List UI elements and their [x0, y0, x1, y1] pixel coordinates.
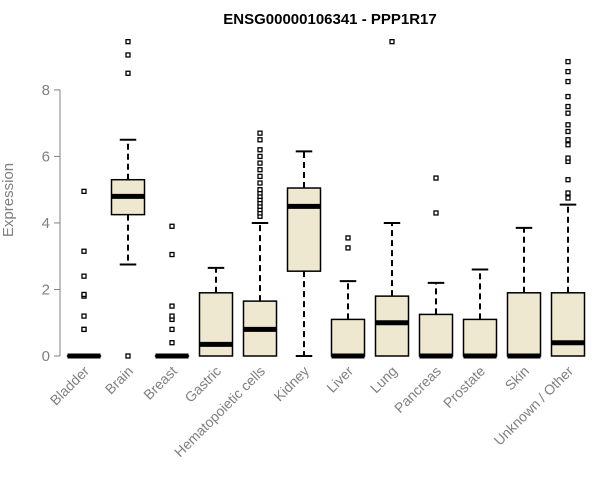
chart-title: ENSG00000106341 - PPP1R17 [223, 11, 436, 28]
outlier-point [345, 235, 351, 241]
box-kidney [286, 150, 322, 357]
x-tick-label: Kidney [271, 363, 313, 405]
box-iqr [506, 292, 542, 357]
box-iqr [550, 292, 586, 357]
box-pancreas [418, 175, 454, 359]
outlier-point [169, 251, 175, 258]
outlier-point [257, 153, 263, 160]
outlier-point [257, 173, 263, 180]
x-tick-label: Brain [102, 363, 136, 397]
outlier-point [169, 223, 175, 229]
x-tick-label: Prostate [440, 363, 488, 411]
boxes-group [66, 39, 586, 359]
outlier-point [257, 147, 263, 153]
x-tick-label: Unknown / Other [491, 363, 577, 449]
outlier-point [433, 175, 439, 181]
outlier-point [257, 137, 263, 143]
box-iqr [374, 295, 410, 357]
outlier-point [169, 326, 175, 333]
outlier-point [565, 177, 571, 183]
outlier-point [81, 273, 87, 279]
outlier-point [125, 52, 131, 58]
outlier-point [169, 313, 175, 319]
outlier-point [257, 187, 263, 193]
y-axis: 0 2 4 6 8 [42, 82, 61, 365]
outlier-point [565, 142, 571, 148]
outlier-point [345, 245, 351, 251]
outlier-point [169, 340, 175, 346]
box-breast [154, 223, 190, 359]
outlier-point [81, 326, 87, 333]
outlier-point [565, 122, 571, 128]
outlier-point [565, 78, 571, 85]
x-tick-label: Skin [502, 363, 533, 394]
outlier-point [257, 167, 263, 173]
box-liver [330, 235, 366, 359]
outlier-point [389, 39, 395, 45]
outlier-point [81, 248, 87, 254]
box-bladder [66, 188, 102, 359]
outlier-point [81, 188, 87, 194]
outlier-point [125, 353, 131, 359]
box-prostate [462, 268, 498, 359]
outlier-point [565, 190, 571, 196]
outlier-point [565, 68, 571, 75]
box-lung [374, 39, 410, 357]
box-gastric [198, 266, 234, 357]
outlier-point [169, 303, 175, 309]
outlier-point [257, 160, 263, 166]
outlier-point [565, 155, 571, 161]
box-skin [506, 226, 542, 359]
x-tick-label: Lung [367, 363, 400, 396]
outlier-point [565, 137, 571, 143]
outlier-point [565, 93, 571, 100]
outlier-point [81, 291, 87, 298]
box-iqr [462, 318, 498, 357]
x-tick-label: Pancreas [391, 363, 444, 416]
outlier-point [565, 195, 571, 201]
outlier-point [257, 130, 263, 136]
outlier-point [565, 103, 571, 110]
y-tick-label: 4 [42, 215, 50, 232]
outlier-point [565, 128, 571, 135]
box-iqr [330, 318, 366, 357]
x-tick-label: Breast [140, 363, 180, 403]
outlier-point [565, 110, 571, 116]
outlier-point [257, 180, 263, 186]
outlier-point [81, 313, 87, 319]
outlier-point [565, 58, 571, 65]
x-tick-label: Bladder [47, 363, 93, 409]
y-tick-label: 2 [42, 281, 50, 298]
y-axis-label: Expression [0, 163, 17, 237]
outlier-point [125, 70, 131, 76]
x-tick-label: Gastric [181, 363, 224, 406]
box-iqr [418, 313, 454, 357]
y-tick-label: 8 [42, 82, 50, 99]
outlier-point [125, 39, 131, 45]
y-tick-label: 0 [42, 348, 50, 365]
y-tick-label: 6 [42, 148, 50, 165]
box-brain [110, 39, 146, 359]
box-unknown-other [550, 58, 586, 357]
box-iqr [286, 187, 322, 272]
outlier-point [433, 210, 439, 216]
box-hematopoietic-cells [242, 130, 278, 357]
x-tick-label: Liver [323, 363, 356, 396]
